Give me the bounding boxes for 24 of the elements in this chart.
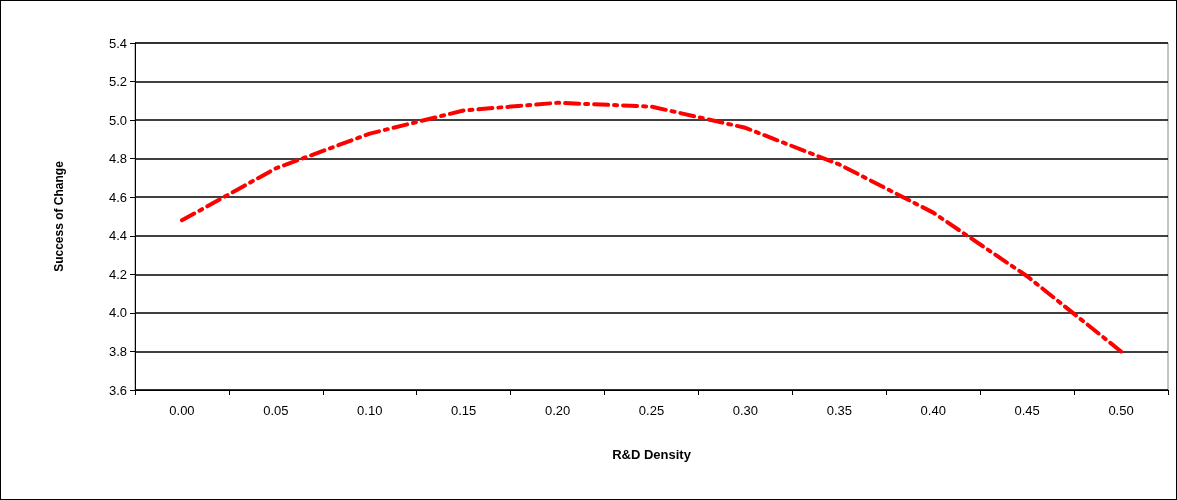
- y-tick-label: 4.8: [108, 151, 127, 167]
- x-tick-label: 0.15: [451, 403, 477, 418]
- y-tick-label: 5.4: [108, 35, 127, 51]
- y-tick-label: 5.0: [108, 112, 127, 128]
- x-tick-label: 0.45: [1014, 403, 1040, 418]
- x-tick-label: 0.50: [1108, 403, 1134, 418]
- x-tick-label: 0.25: [638, 403, 665, 418]
- y-axis-title: Success of Change: [52, 160, 66, 272]
- x-tick-label: 0.30: [732, 403, 759, 418]
- y-tick-label: 5.2: [108, 74, 127, 90]
- x-tick-label: 0.10: [357, 403, 383, 418]
- line-series: [179, 100, 1124, 354]
- y-tick-label: 3.6: [108, 382, 127, 398]
- y-tick-label: 4.6: [108, 189, 127, 205]
- x-axis-title: R&D Density: [612, 447, 692, 462]
- y-tick-label: 4.0: [108, 305, 127, 321]
- x-tick-label: 0.20: [544, 403, 571, 418]
- x-tick-label: 0.05: [263, 403, 289, 418]
- y-tick-label: 3.8: [108, 343, 127, 359]
- x-tick-label: 0.40: [920, 403, 946, 418]
- y-tick-label: 4.2: [108, 266, 127, 282]
- y-tick-label: 4.4: [108, 228, 127, 244]
- x-tick-label: 0.35: [826, 403, 852, 418]
- x-tick-label: 0.00: [169, 403, 195, 418]
